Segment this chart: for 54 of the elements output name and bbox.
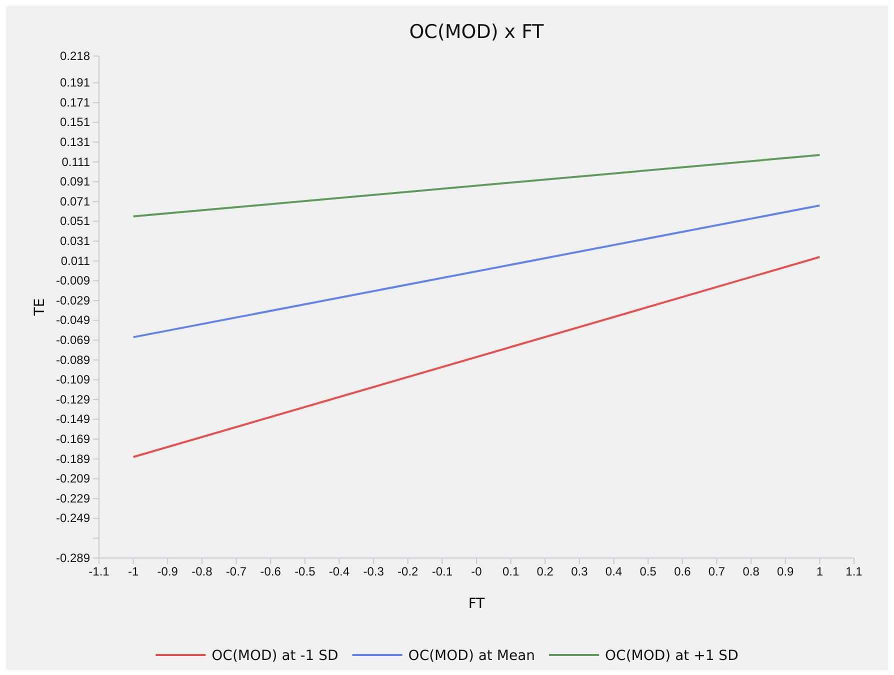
y-tick-label: -0.009 xyxy=(56,274,90,288)
x-tick-label: -0.5 xyxy=(294,564,316,579)
y-tick-label: -0.129 xyxy=(56,392,90,406)
y-tick-label: -0.189 xyxy=(56,452,90,466)
x-tick-label: -0.3 xyxy=(363,564,384,579)
y-tick-label: -0.169 xyxy=(56,432,90,446)
x-tick-label: 1 xyxy=(816,564,824,579)
x-tick-label: 0.4 xyxy=(605,564,622,579)
x-tick-label: -0 xyxy=(471,564,482,579)
y-tick-label: 0.111 xyxy=(62,154,90,169)
y-tick-label: 0.031 xyxy=(60,234,90,248)
y-tick-label: 0.218 xyxy=(60,48,90,63)
x-tick-label: -0.2 xyxy=(398,564,419,579)
y-tick-label: -0.229 xyxy=(56,491,90,506)
y-tick-label: 0.071 xyxy=(60,194,90,208)
x-tick-label: -0.6 xyxy=(260,564,282,579)
y-tick-label: -0.049 xyxy=(56,313,90,328)
y-tick-label: 0.171 xyxy=(60,95,90,110)
y-tick-label: -0.289 xyxy=(56,550,90,565)
y-tick-label: 0.191 xyxy=(60,76,90,90)
x-tick-label: 0.1 xyxy=(502,564,520,579)
y-tick-label: 0.151 xyxy=(60,115,90,130)
x-tick-label: 1.1 xyxy=(846,564,863,579)
y-tick-label: -0.149 xyxy=(56,412,90,426)
legend-label: OC(MOD) at -1 SD xyxy=(212,648,338,664)
y-tick-label: -0.249 xyxy=(56,511,90,526)
y-axis-title: TE xyxy=(32,298,48,317)
x-tick-label: -1 xyxy=(128,564,139,579)
x-tick-label: -0.8 xyxy=(192,564,213,579)
x-tick-label: 0.5 xyxy=(640,564,657,579)
x-tick-label: 0.2 xyxy=(536,564,554,579)
x-tick-label: -0.9 xyxy=(157,564,178,579)
x-tick-label: -1.1 xyxy=(88,564,110,579)
x-tick-label: -0.7 xyxy=(226,564,247,579)
y-tick-label: 0.011 xyxy=(60,254,90,268)
x-tick-label: 0.9 xyxy=(777,564,794,579)
x-tick-label: 0.8 xyxy=(742,564,760,579)
y-tick-label: 0.091 xyxy=(60,174,90,189)
legend-label: OC(MOD) at Mean xyxy=(408,648,536,664)
y-tick-label: -0.089 xyxy=(56,352,90,367)
y-tick-label: 0.051 xyxy=(60,214,90,228)
x-tick-label: -0.4 xyxy=(328,564,350,579)
x-axis-title: FT xyxy=(468,596,486,612)
x-tick-label: -0.1 xyxy=(432,564,453,579)
y-tick-label: 0.131 xyxy=(60,134,90,149)
x-tick-label: 0.3 xyxy=(571,564,588,579)
y-tick-label: -0.109 xyxy=(56,372,90,387)
y-tick-label: -0.069 xyxy=(56,333,90,348)
y-tick-label: -0.209 xyxy=(56,472,90,486)
y-tick-label: -0.029 xyxy=(56,293,90,308)
chart-title: OC(MOD) x FT xyxy=(409,21,544,43)
x-tick-label: 0.7 xyxy=(708,564,726,579)
x-tick-label: 0.6 xyxy=(674,564,692,579)
legend-label: OC(MOD) at +1 SD xyxy=(605,648,738,664)
